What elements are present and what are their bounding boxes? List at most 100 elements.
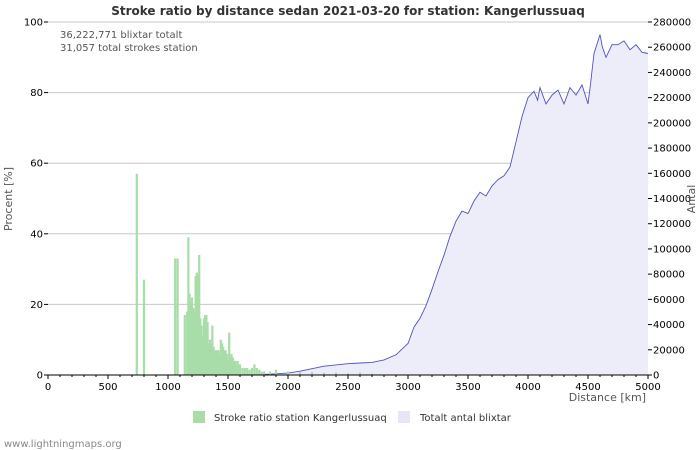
total-strokes-line [48, 34, 649, 376]
x-tick-label-3: 1500 [215, 382, 240, 393]
bar-1 [142, 279, 146, 375]
right-tick-label-12: 240000 [653, 68, 691, 79]
bar-24 [208, 339, 212, 375]
bar-67 [346, 373, 350, 375]
legend: Stroke ratio station Kangerlussuaq Total… [193, 411, 512, 424]
bar-29 [214, 350, 218, 375]
x-tick-label-7: 3500 [455, 382, 480, 393]
right-tick-label-10: 200000 [653, 118, 691, 129]
bar-27 [212, 346, 215, 375]
bar-41 [229, 357, 232, 375]
x-tick-label-2: 1000 [155, 382, 180, 393]
bar-2 [174, 258, 177, 375]
bar-25 [210, 343, 213, 375]
bar-68 [358, 372, 362, 375]
bar-16 [199, 318, 202, 375]
bar-57 [258, 369, 261, 375]
bar-17 [200, 325, 203, 375]
bar-40 [228, 332, 231, 375]
right-tick-label-1: 20000 [653, 345, 685, 356]
y-axis-label-left: Procent [%] [2, 167, 15, 231]
info-line-station: 31,057 total strokes station [60, 43, 198, 54]
x-tick-label-10: 5000 [635, 382, 660, 393]
bar-60 [268, 371, 272, 375]
stroke-ratio-bars [135, 173, 374, 375]
x-tick-label-0: 0 [45, 382, 51, 393]
bar-69 [370, 373, 374, 375]
bar-9 [190, 297, 194, 375]
bar-20 [204, 314, 207, 375]
right-tick-label-7: 140000 [653, 194, 691, 205]
bar-8 [189, 300, 192, 375]
bar-37 [224, 350, 227, 375]
footer-credit: www.lightningmaps.org [4, 439, 122, 450]
right-tick-label-13: 260000 [653, 43, 691, 54]
left-tick-label-2: 40 [30, 229, 43, 240]
right-axis-ticks: 0 20000 40000 60000 80000 100000 120000 140000 1… [648, 18, 691, 382]
legend-label-bars: Stroke ratio station Kangerlussuaq [214, 413, 387, 424]
bar-59 [262, 371, 266, 375]
bar-51 [243, 367, 246, 375]
bar-31 [217, 350, 220, 375]
bar-21 [205, 314, 208, 375]
bar-54 [250, 367, 254, 375]
y-axis-label-right: Antal [685, 185, 698, 214]
left-tick-label-3: 60 [30, 159, 43, 170]
bar-39 [226, 360, 230, 375]
bar-28 [213, 350, 216, 375]
left-tick-label-1: 20 [30, 300, 43, 311]
x-tick-label-8: 4000 [515, 382, 540, 393]
legend-swatch-area [398, 411, 410, 423]
left-axis-ticks: 0 20 40 60 80 100 [24, 18, 48, 382]
bar-63 [298, 372, 302, 375]
right-tick-label-11: 220000 [653, 93, 691, 104]
x-tick-label-1: 500 [98, 382, 117, 393]
bar-30 [216, 350, 219, 375]
bar-7 [188, 293, 191, 375]
right-tick-label-9: 180000 [653, 144, 691, 155]
bar-61 [274, 369, 278, 375]
bar-12 [194, 276, 197, 375]
bar-44 [232, 360, 236, 375]
bar-23 [207, 343, 210, 375]
x-axis-ticks: 0 500 1000 1500 2000 2500 3000 3500 4000 4500 5000 [45, 375, 661, 393]
chart-title: Stroke ratio by distance sedan 2021-03-2… [111, 4, 585, 18]
bar-22 [206, 322, 209, 375]
bar-33 [219, 339, 222, 375]
bar-34 [220, 343, 224, 375]
bar-38 [225, 353, 228, 375]
bar-52 [246, 367, 249, 375]
right-tick-label-5: 100000 [653, 244, 691, 255]
bar-36 [223, 350, 226, 375]
right-tick-label-3: 60000 [653, 295, 685, 306]
x-tick-label-5: 2500 [335, 382, 360, 393]
info-line-total: 36,222,771 blixtar totalt [60, 30, 182, 41]
bar-13 [195, 272, 198, 375]
bar-45 [234, 360, 237, 375]
bar-46 [235, 364, 238, 375]
bar-65 [322, 372, 326, 375]
legend-label-area: Totalt antal blixtar [419, 413, 512, 424]
bar-66 [334, 372, 338, 375]
bar-0 [135, 173, 138, 375]
total-strokes-area [48, 34, 649, 376]
x-tick-label-6: 3000 [395, 382, 420, 393]
bar-58 [260, 371, 263, 375]
right-tick-label-2: 40000 [653, 320, 685, 331]
bar-5 [186, 311, 189, 375]
bar-53 [248, 369, 251, 375]
bar-3 [176, 258, 179, 375]
bar-18 [201, 336, 204, 375]
right-tick-label-4: 80000 [653, 270, 685, 281]
bar-64 [310, 372, 314, 375]
bar-55 [253, 364, 256, 375]
bar-4 [183, 314, 186, 375]
bar-62 [286, 371, 290, 375]
bar-42 [230, 353, 233, 375]
right-tick-label-8: 160000 [653, 169, 691, 180]
x-tick-label-4: 2000 [275, 382, 300, 393]
bar-10 [192, 307, 195, 375]
bar-19 [202, 318, 206, 375]
total-strokes-area-fill [48, 34, 648, 375]
